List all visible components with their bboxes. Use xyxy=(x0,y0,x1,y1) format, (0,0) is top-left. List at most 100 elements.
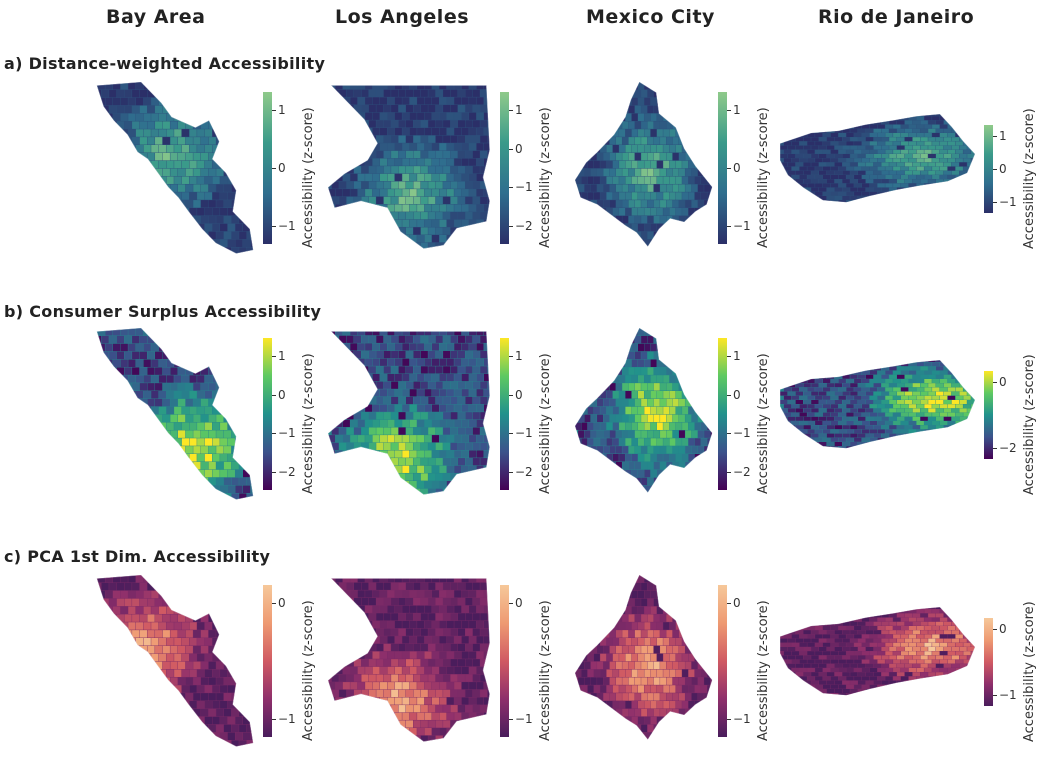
map-pca-bay-area xyxy=(96,574,254,747)
map-consumer-surplus-bay-area xyxy=(96,327,254,500)
colorbar-gradient xyxy=(718,92,727,244)
column-title-mexico-city: Mexico City xyxy=(586,6,715,28)
colorbar-tick xyxy=(993,382,997,383)
map-cells xyxy=(780,360,975,449)
map-outline xyxy=(779,606,976,696)
map-cells xyxy=(780,607,975,696)
colorbar-tick-label: 0 xyxy=(515,388,523,402)
colorbar-tick-label: −2 xyxy=(278,465,296,479)
colorbar-distance-weighted-mexico-city: 1 0 −1 Accessibility (z-score) xyxy=(718,92,778,248)
colorbar-distance-weighted-los-angeles: 1 0 −1 −2 Accessibility (z-score) xyxy=(500,92,560,248)
colorbar-tick-label: −1 xyxy=(733,219,751,233)
colorbar-tick xyxy=(727,356,731,357)
colorbar-gradient xyxy=(718,585,727,737)
colorbar-tick xyxy=(509,603,513,604)
map-consumer-surplus-rio-de-janeiro xyxy=(779,359,976,449)
colorbar-tick-label: 0 xyxy=(515,142,523,156)
colorbar-tick-label: −1 xyxy=(999,195,1017,209)
colorbar-tick-label: 1 xyxy=(999,129,1007,143)
colorbar-tick-label: 0 xyxy=(278,388,286,402)
colorbar-tick xyxy=(727,472,731,473)
map-outline xyxy=(96,327,254,500)
colorbar-tick xyxy=(272,433,276,434)
map-distance-weighted-los-angeles xyxy=(327,84,491,250)
colorbar-tick-label: 0 xyxy=(999,375,1007,389)
colorbar-tick-label: 1 xyxy=(515,349,523,363)
map-outline xyxy=(574,574,713,741)
colorbar-tick xyxy=(509,719,513,720)
column-title-los-angeles: Los Angeles xyxy=(335,6,470,28)
colorbar-label: Accessibility (z-score) xyxy=(301,353,316,494)
colorbar-gradient xyxy=(984,371,993,459)
colorbar-tick-label: −1 xyxy=(733,426,751,440)
colorbar-tick xyxy=(272,356,276,357)
colorbar-tick-label: −1 xyxy=(999,688,1017,702)
colorbar-tick-label: 1 xyxy=(733,349,741,363)
colorbar-gradient xyxy=(263,338,272,490)
colorbar-tick xyxy=(272,395,276,396)
colorbar-tick-label: 0 xyxy=(999,162,1007,176)
colorbar-tick-label: 0 xyxy=(999,622,1007,636)
colorbar-tick xyxy=(727,168,731,169)
map-consumer-surplus-mexico-city xyxy=(574,327,713,494)
map-outline xyxy=(327,577,491,743)
row-title-distance-weighted: a) Distance-weighted Accessibility xyxy=(4,54,326,73)
map-distance-weighted-mexico-city xyxy=(574,81,713,248)
colorbar-tick-label: 1 xyxy=(278,103,286,117)
colorbar-gradient xyxy=(984,125,993,213)
colorbar-tick-label: 1 xyxy=(733,103,741,117)
colorbar-distance-weighted-bay-area: 1 0 −1 Accessibility (z-score) xyxy=(263,92,323,248)
colorbar-tick xyxy=(272,110,276,111)
colorbar-label: Accessibility (z-score) xyxy=(538,600,553,741)
colorbar-consumer-surplus-mexico-city: 1 0 −1 −2 Accessibility (z-score) xyxy=(718,338,778,494)
colorbar-tick xyxy=(509,187,513,188)
colorbar-tick xyxy=(993,136,997,137)
map-pca-rio-de-janeiro xyxy=(779,606,976,696)
colorbar-pca-rio-de-janeiro: 0 −1 Accessibility (z-score) xyxy=(984,601,1044,742)
colorbar-tick xyxy=(993,695,997,696)
map-outline xyxy=(779,359,976,449)
colorbar-tick xyxy=(727,603,731,604)
colorbar-tick xyxy=(272,226,276,227)
colorbar-gradient xyxy=(718,338,727,490)
colorbar-tick xyxy=(509,149,513,150)
colorbar-tick xyxy=(509,226,513,227)
map-outline xyxy=(574,81,713,248)
column-title-bay-area: Bay Area xyxy=(106,6,206,28)
colorbar-tick-label: −1 xyxy=(278,712,296,726)
colorbar-tick xyxy=(727,110,731,111)
colorbar-label: Accessibility (z-score) xyxy=(301,107,316,248)
colorbar-tick xyxy=(272,472,276,473)
colorbar-label: Accessibility (z-score) xyxy=(756,353,771,494)
colorbar-tick-label: 0 xyxy=(733,596,741,610)
map-distance-weighted-bay-area xyxy=(96,81,254,254)
colorbar-label: Accessibility (z-score) xyxy=(538,353,553,494)
colorbar-gradient xyxy=(263,585,272,737)
colorbar-label: Accessibility (z-score) xyxy=(538,107,553,248)
colorbar-tick-label: −1 xyxy=(515,180,533,194)
map-outline xyxy=(327,330,491,496)
colorbar-tick-label: −1 xyxy=(733,712,751,726)
colorbar-tick xyxy=(509,395,513,396)
colorbar-label: Accessibility (z-score) xyxy=(1022,354,1037,495)
map-outline xyxy=(96,81,254,254)
colorbar-tick-label: −1 xyxy=(278,426,296,440)
colorbar-label: Accessibility (z-score) xyxy=(756,107,771,248)
colorbar-consumer-surplus-bay-area: 1 0 −1 −2 Accessibility (z-score) xyxy=(263,338,323,494)
colorbar-label: Accessibility (z-score) xyxy=(1022,601,1037,742)
colorbar-distance-weighted-rio-de-janeiro: 1 0 −1 Accessibility (z-score) xyxy=(984,108,1044,249)
colorbar-tick-label: 0 xyxy=(278,161,286,175)
colorbar-tick xyxy=(272,719,276,720)
colorbar-gradient xyxy=(500,338,509,490)
colorbar-pca-mexico-city: 0 −1 Accessibility (z-score) xyxy=(718,585,778,741)
colorbar-tick xyxy=(272,603,276,604)
colorbar-tick-label: −2 xyxy=(515,465,533,479)
map-outline xyxy=(779,113,976,203)
colorbar-gradient xyxy=(500,585,509,737)
colorbar-tick xyxy=(509,110,513,111)
row-title-consumer-surplus: b) Consumer Surplus Accessibility xyxy=(4,302,322,321)
colorbar-tick-label: −1 xyxy=(278,219,296,233)
colorbar-consumer-surplus-los-angeles: 1 0 −1 −2 Accessibility (z-score) xyxy=(500,338,560,494)
colorbar-tick xyxy=(509,356,513,357)
colorbar-consumer-surplus-rio-de-janeiro: 0 −2 Accessibility (z-score) xyxy=(984,354,1044,495)
